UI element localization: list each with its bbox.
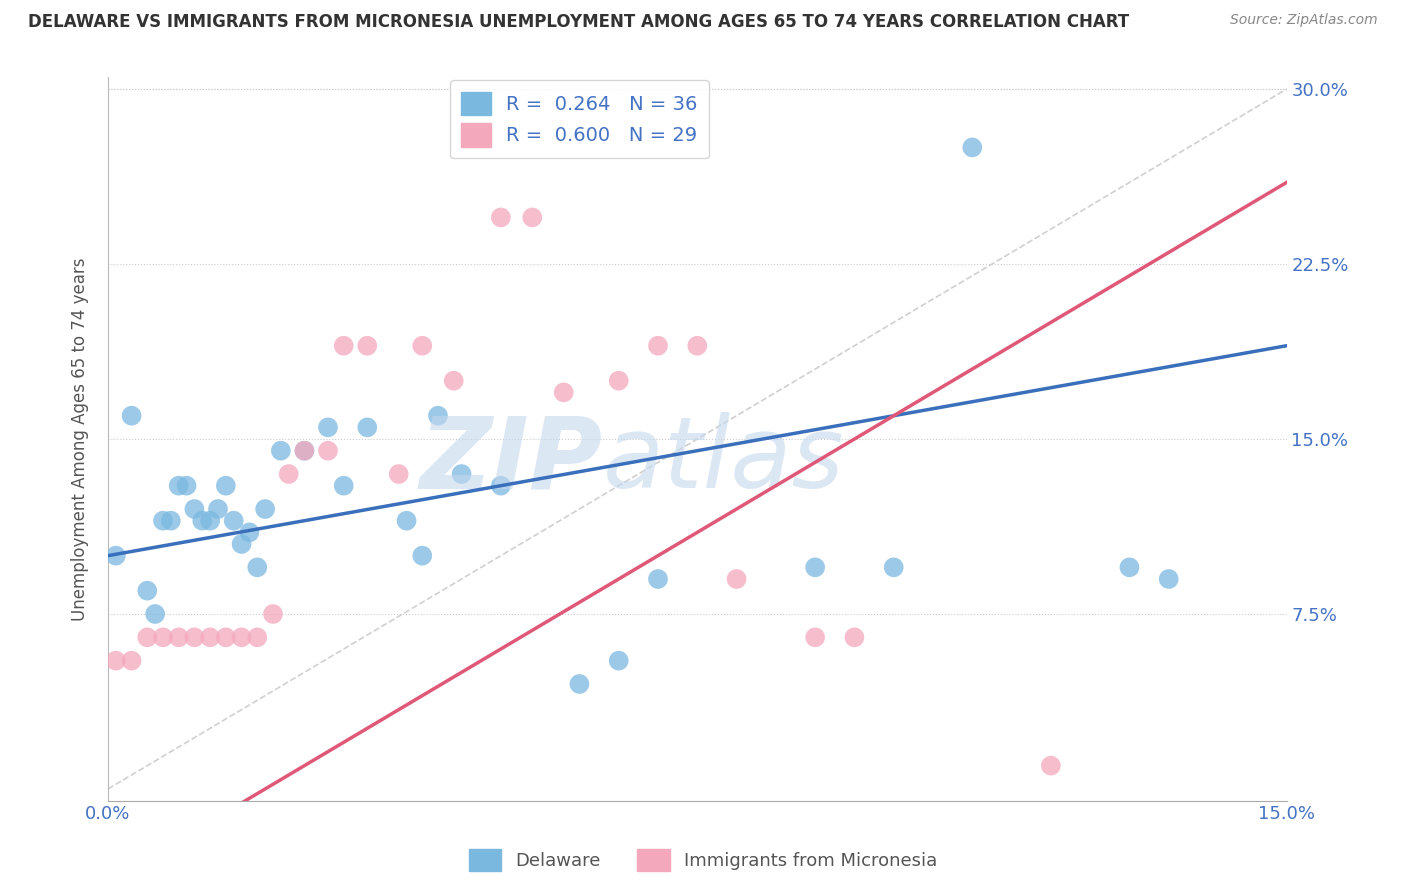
Point xyxy=(231,537,253,551)
Point xyxy=(844,630,866,644)
Point xyxy=(104,549,127,563)
Point xyxy=(262,607,284,621)
Text: atlas: atlas xyxy=(603,412,845,509)
Point xyxy=(1157,572,1180,586)
Point xyxy=(152,514,174,528)
Point xyxy=(270,443,292,458)
Point xyxy=(207,502,229,516)
Point xyxy=(167,630,190,644)
Point xyxy=(332,339,354,353)
Point xyxy=(121,409,143,423)
Point xyxy=(647,339,669,353)
Point xyxy=(607,374,630,388)
Point xyxy=(183,502,205,516)
Point xyxy=(883,560,905,574)
Point xyxy=(686,339,709,353)
Point xyxy=(136,630,159,644)
Point xyxy=(1118,560,1140,574)
Point xyxy=(176,478,198,492)
Text: DELAWARE VS IMMIGRANTS FROM MICRONESIA UNEMPLOYMENT AMONG AGES 65 TO 74 YEARS CO: DELAWARE VS IMMIGRANTS FROM MICRONESIA U… xyxy=(28,13,1129,31)
Point xyxy=(136,583,159,598)
Legend: R =  0.264   N = 36, R =  0.600   N = 29: R = 0.264 N = 36, R = 0.600 N = 29 xyxy=(450,80,709,159)
Point xyxy=(489,211,512,225)
Text: Source: ZipAtlas.com: Source: ZipAtlas.com xyxy=(1230,13,1378,28)
Point xyxy=(553,385,575,400)
Point xyxy=(152,630,174,644)
Point xyxy=(804,630,827,644)
Point xyxy=(725,572,748,586)
Point xyxy=(443,374,465,388)
Point xyxy=(395,514,418,528)
Text: ZIP: ZIP xyxy=(420,412,603,509)
Point xyxy=(316,420,339,434)
Point xyxy=(804,560,827,574)
Point xyxy=(356,339,378,353)
Point xyxy=(332,478,354,492)
Point xyxy=(411,549,433,563)
Point xyxy=(198,514,221,528)
Point xyxy=(294,443,316,458)
Point xyxy=(607,654,630,668)
Point xyxy=(238,525,260,540)
Point xyxy=(254,502,277,516)
Point xyxy=(411,339,433,353)
Y-axis label: Unemployment Among Ages 65 to 74 years: Unemployment Among Ages 65 to 74 years xyxy=(72,257,89,621)
Point xyxy=(222,514,245,528)
Point xyxy=(450,467,472,481)
Point xyxy=(568,677,591,691)
Point xyxy=(388,467,411,481)
Point xyxy=(143,607,166,621)
Point xyxy=(231,630,253,644)
Point xyxy=(160,514,183,528)
Point xyxy=(489,478,512,492)
Point xyxy=(191,514,214,528)
Point xyxy=(647,572,669,586)
Point xyxy=(356,420,378,434)
Point xyxy=(104,654,127,668)
Point xyxy=(427,409,450,423)
Point xyxy=(167,478,190,492)
Point xyxy=(183,630,205,644)
Point xyxy=(198,630,221,644)
Point xyxy=(215,478,238,492)
Point xyxy=(246,630,269,644)
Point xyxy=(316,443,339,458)
Point xyxy=(1039,758,1062,772)
Point xyxy=(522,211,544,225)
Point xyxy=(277,467,299,481)
Point xyxy=(121,654,143,668)
Point xyxy=(215,630,238,644)
Legend: Delaware, Immigrants from Micronesia: Delaware, Immigrants from Micronesia xyxy=(461,842,945,879)
Point xyxy=(294,443,316,458)
Point xyxy=(962,140,984,154)
Point xyxy=(246,560,269,574)
